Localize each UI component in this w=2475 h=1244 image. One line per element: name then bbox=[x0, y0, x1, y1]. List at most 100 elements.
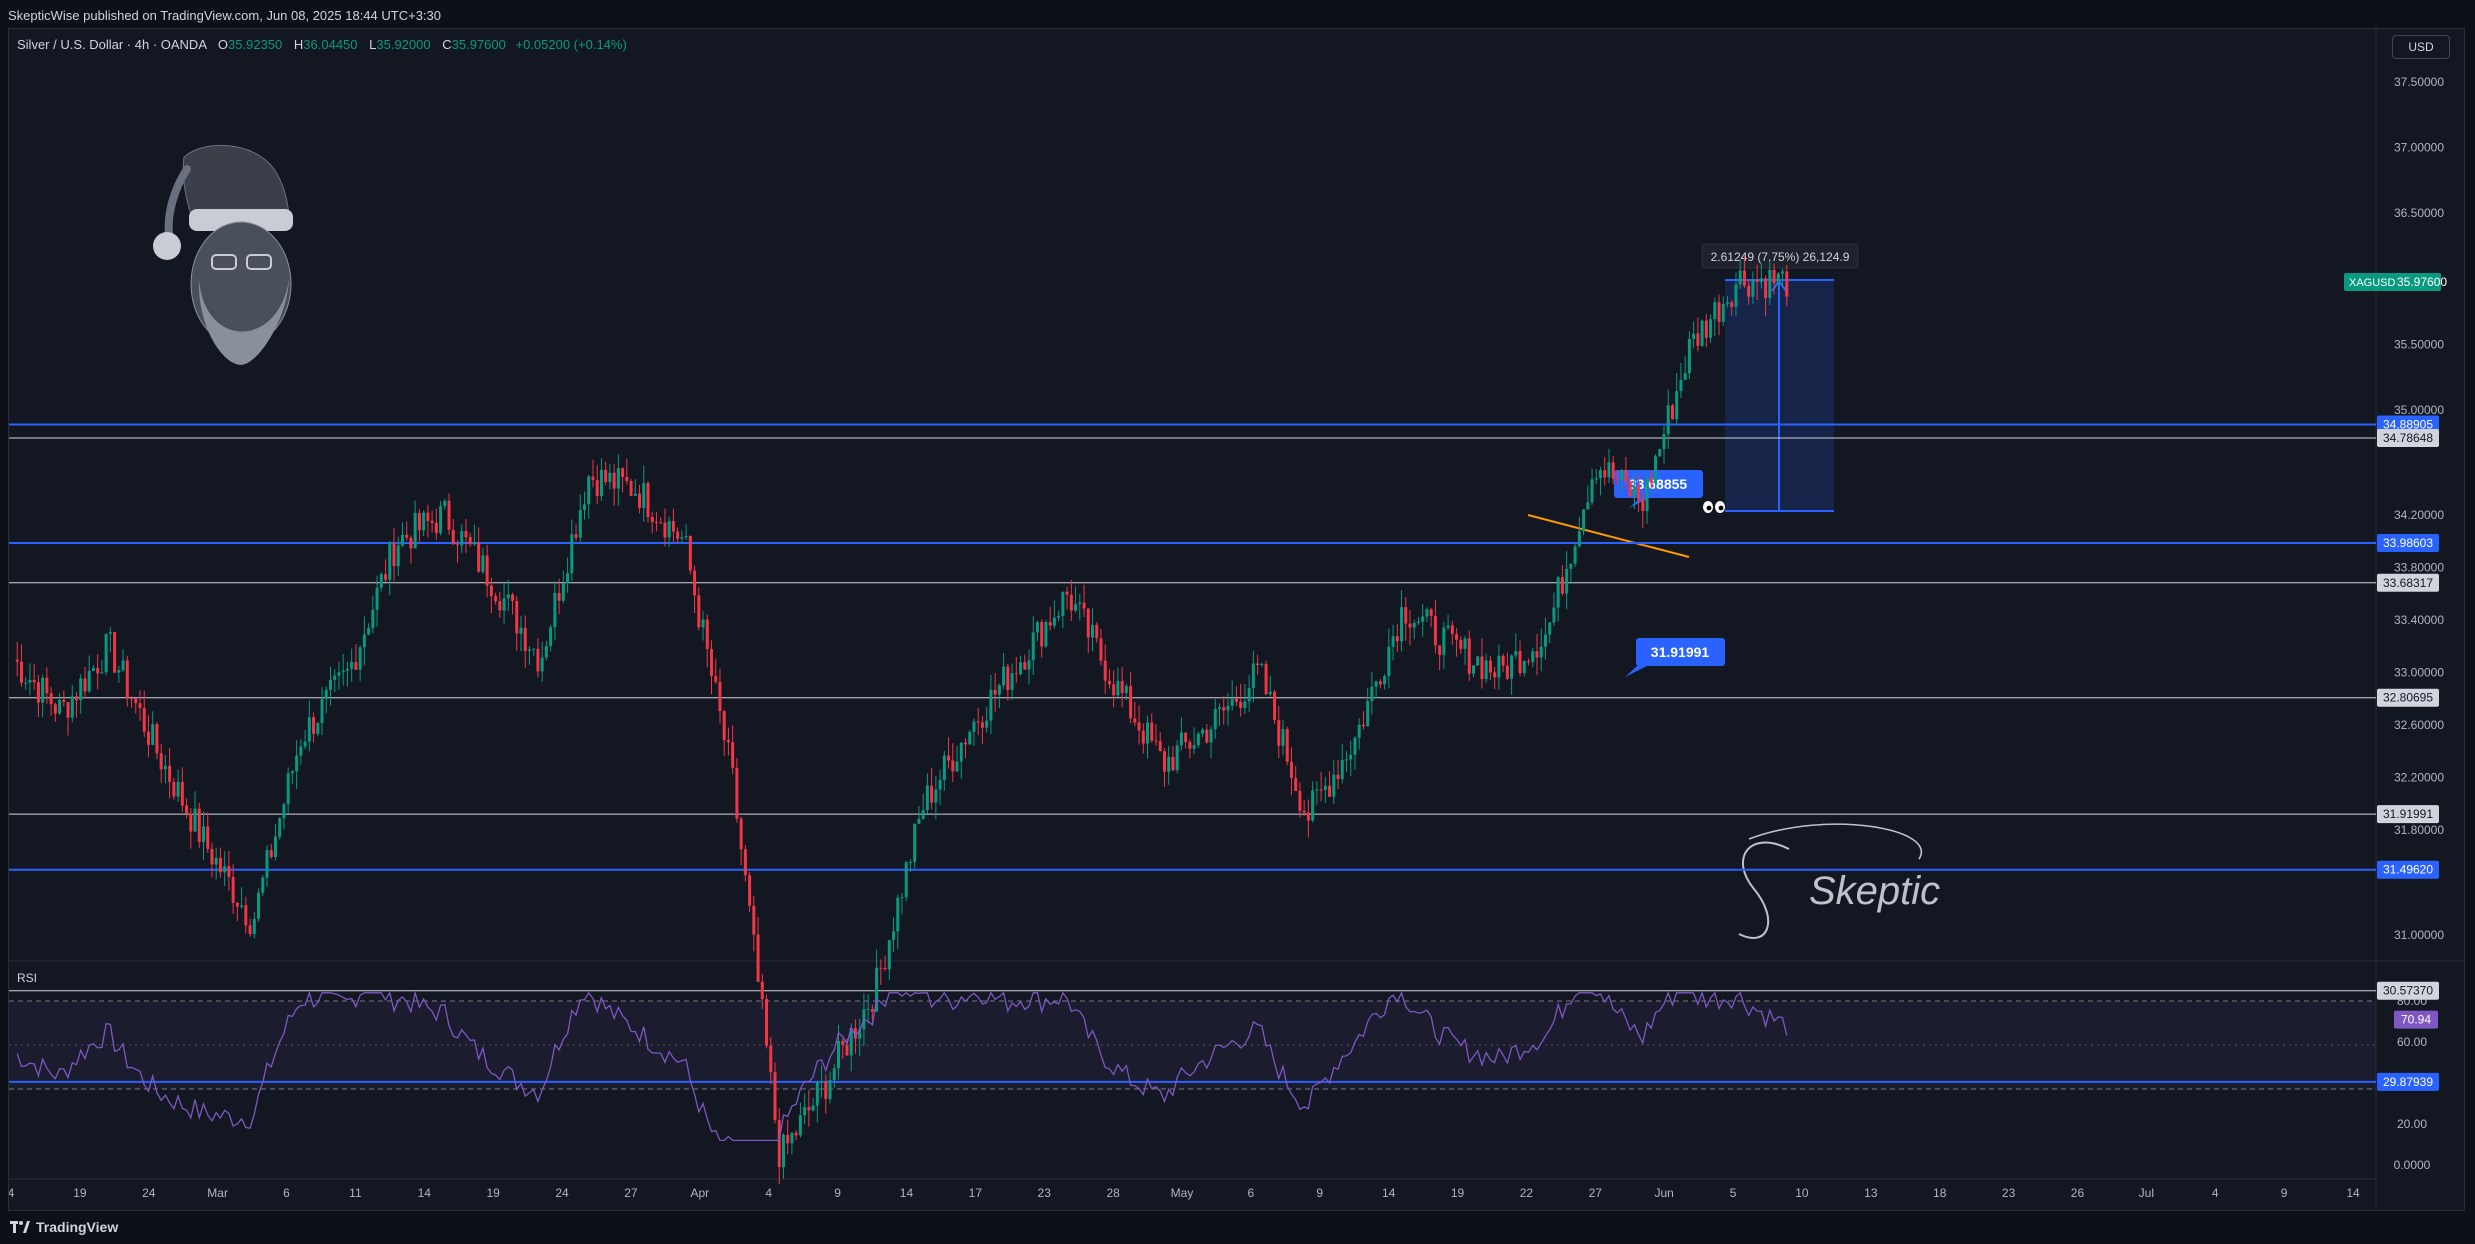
time-label-18: 6 bbox=[1248, 1186, 1255, 1200]
candle-body-357 bbox=[1522, 661, 1526, 674]
time-label-19: 9 bbox=[1316, 1186, 1323, 1200]
candle-body-63 bbox=[278, 818, 282, 837]
candle-body-77 bbox=[337, 672, 341, 676]
candle-body-203 bbox=[870, 1008, 874, 1012]
candle-body-358 bbox=[1527, 661, 1531, 663]
candle-body-313 bbox=[1336, 774, 1340, 779]
candle-body-46 bbox=[206, 826, 210, 849]
candle-body-84 bbox=[367, 628, 371, 635]
candle-body-354 bbox=[1510, 655, 1514, 679]
candle-body-109 bbox=[472, 542, 476, 545]
candle-body-216 bbox=[925, 785, 929, 811]
candle-body-121 bbox=[523, 627, 527, 651]
candle-body-189 bbox=[811, 1105, 815, 1111]
candle-body-110 bbox=[477, 542, 481, 572]
candle-body-69 bbox=[303, 741, 307, 747]
candle-body-156 bbox=[671, 521, 675, 532]
candle-body-87 bbox=[379, 574, 383, 588]
price-tick-12: 32.60000 bbox=[2394, 718, 2444, 732]
time-axis: 4 19 24 Mar 6 11 14 19 24 27 Apr 4 9 14 17 23 28 May 6 9 14 1… bbox=[9, 1186, 2360, 1200]
candle-body-4 bbox=[28, 679, 32, 683]
candle-body-273 bbox=[1167, 756, 1171, 772]
candle-body-181 bbox=[777, 1120, 781, 1168]
signature-text: Skeptic bbox=[1809, 869, 1940, 913]
horizontal-levels bbox=[9, 423, 2376, 1083]
candle-body-173 bbox=[743, 849, 747, 876]
candle-body-95 bbox=[413, 512, 417, 549]
candle-body-392 bbox=[1670, 405, 1674, 420]
candle-body-394 bbox=[1679, 380, 1683, 392]
candle-body-42 bbox=[189, 813, 193, 832]
candle-body-235 bbox=[1006, 666, 1010, 691]
candle-body-211 bbox=[904, 862, 908, 898]
callout-31-91991[interactable]: 31.91991 bbox=[1625, 638, 1725, 677]
candle-body-103 bbox=[447, 500, 451, 530]
candle-body-241 bbox=[1031, 632, 1035, 661]
candle-body-324 bbox=[1383, 676, 1387, 685]
candle-body-166 bbox=[714, 675, 718, 682]
candle-body-131 bbox=[566, 573, 570, 584]
candle-body-18 bbox=[87, 670, 91, 692]
tradingview-logo[interactable]: TradingView bbox=[10, 1219, 118, 1235]
candle-body-113 bbox=[489, 585, 493, 597]
candle-body-355 bbox=[1514, 651, 1518, 656]
candle-body-167 bbox=[718, 681, 722, 712]
symbol-name[interactable]: Silver / U.S. Dollar · 4h · OANDA bbox=[17, 37, 207, 52]
price-tick-4: 37.00000 bbox=[2394, 141, 2444, 155]
candle-body-174 bbox=[748, 875, 752, 906]
candle-body-390 bbox=[1662, 434, 1666, 450]
candle-body-345 bbox=[1472, 665, 1475, 674]
candle-body-188 bbox=[807, 1107, 811, 1111]
price-tick-5: 36.50000 bbox=[2394, 206, 2444, 220]
candle-body-261 bbox=[1116, 681, 1120, 696]
candle-body-242 bbox=[1035, 622, 1039, 633]
candle-body-163 bbox=[701, 619, 705, 628]
price-tick-14: 31.80000 bbox=[2394, 823, 2444, 837]
open-value: 35.92350 bbox=[228, 37, 283, 52]
candle-body-380 bbox=[1620, 470, 1624, 481]
time-label-17: May bbox=[1171, 1186, 1194, 1200]
candle-body-43 bbox=[193, 808, 197, 832]
level-tag-3: 33.68317 bbox=[2383, 576, 2433, 590]
low-label: L bbox=[369, 37, 377, 52]
candle-body-10 bbox=[53, 704, 57, 714]
candle-body-338 bbox=[1442, 627, 1446, 655]
candle-body-197 bbox=[845, 1045, 849, 1056]
candle-body-393 bbox=[1675, 391, 1679, 420]
time-label-1: 19 bbox=[73, 1186, 87, 1200]
candle-body-35 bbox=[159, 753, 163, 770]
candle-body-397 bbox=[1692, 333, 1696, 339]
measure-label-box bbox=[1701, 243, 1859, 269]
candle-body-91 bbox=[396, 545, 400, 567]
candle-body-363 bbox=[1548, 622, 1552, 635]
price-chart[interactable]: 2.61249 (7.75%) 26,124.9 33.68855 31.919… bbox=[9, 29, 2465, 1211]
candle-body-11 bbox=[58, 699, 62, 714]
candle-body-293 bbox=[1251, 663, 1255, 689]
candle-body-319 bbox=[1361, 724, 1365, 727]
candle-body-39 bbox=[176, 781, 180, 797]
publisher-text: SkepticWise published on TradingView.com… bbox=[8, 8, 441, 23]
candle-body-209 bbox=[896, 897, 900, 932]
candle-body-195 bbox=[837, 1040, 840, 1069]
rsi-indicator-label[interactable]: RSI bbox=[17, 971, 38, 985]
high-label: H bbox=[293, 37, 304, 52]
candle-body-232 bbox=[993, 689, 997, 695]
candle-body-253 bbox=[1082, 602, 1086, 609]
candle-body-275 bbox=[1175, 745, 1179, 771]
candle-body-40 bbox=[180, 781, 184, 806]
candle-body-122 bbox=[527, 649, 531, 651]
candle-body-149 bbox=[642, 482, 646, 508]
chart-panel[interactable]: 2.61249 (7.75%) 26,124.9 33.68855 31.919… bbox=[8, 28, 2465, 1211]
time-label-28: 18 bbox=[1933, 1186, 1947, 1200]
candle-body-116 bbox=[502, 598, 506, 611]
symbol-legend[interactable]: Silver / U.S. Dollar · 4h · OANDA O35.92… bbox=[17, 37, 627, 52]
candle-body-398 bbox=[1696, 333, 1700, 346]
currency-button[interactable]: USD bbox=[2392, 35, 2450, 59]
candle-body-137 bbox=[591, 476, 595, 481]
candle-body-233 bbox=[997, 685, 1001, 695]
candle-body-59 bbox=[261, 877, 265, 893]
candle-body-325 bbox=[1387, 646, 1391, 677]
candle-body-70 bbox=[307, 717, 311, 742]
